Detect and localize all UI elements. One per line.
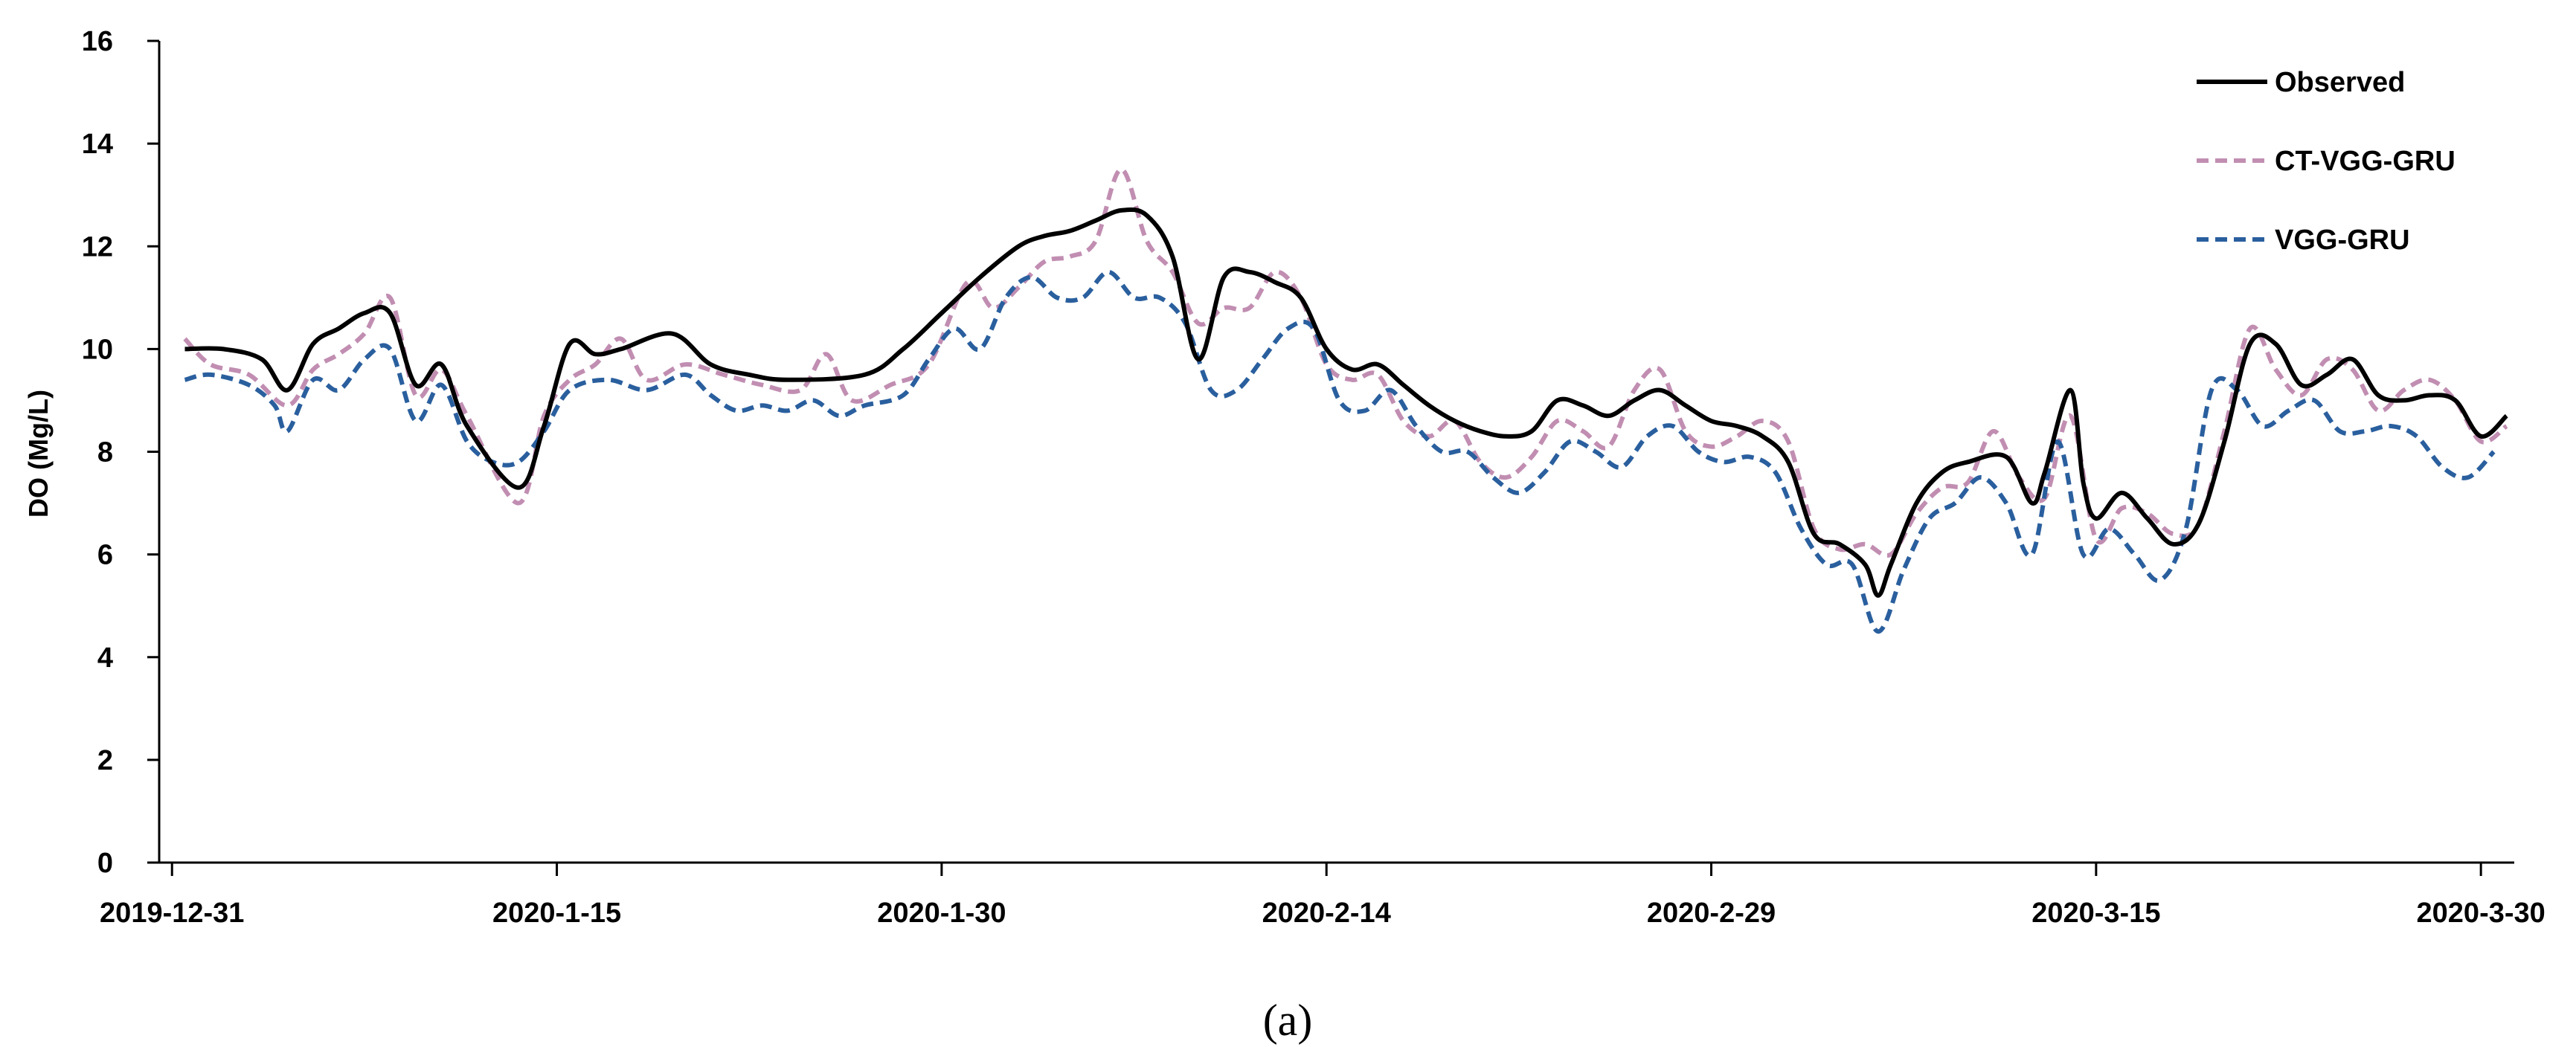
y-tick-label: 8 [97, 437, 113, 468]
y-tick-label: 10 [82, 334, 113, 365]
y-tick-label: 4 [97, 642, 113, 674]
x-tick-label: 2020-2-14 [1262, 898, 1391, 929]
x-tick-label: 2019-12-31 [100, 898, 244, 929]
x-tick-label: 2020-1-15 [492, 898, 621, 929]
legend: Observed CT-VGG-GRU VGG-GRU [2197, 67, 2455, 256]
y-tick-label: 6 [97, 540, 113, 571]
x-tick-label: 2020-1-30 [877, 898, 1006, 929]
series-lines [183, 167, 2508, 634]
x-tick-label: 2020-2-29 [1647, 898, 1776, 929]
x-axis: 2019-12-31 2020-1-15 2020-1-30 2020-2-14 202… [100, 861, 2546, 929]
series-line-observed [184, 207, 2508, 598]
legend-label-vgg-gru: VGG-GRU [2275, 225, 2410, 256]
y-tick-label: 14 [82, 129, 113, 160]
y-tick-label: 2 [97, 745, 113, 776]
series-line-ct-vgg-gru [183, 167, 2508, 558]
x-tick-label: 2020-3-15 [2031, 898, 2160, 929]
legend-label-observed: Observed [2275, 67, 2405, 98]
series-line-vgg-gru [184, 269, 2496, 634]
y-tick-label: 12 [82, 231, 113, 262]
y-axis-title: DO (Mg/L) [23, 390, 54, 518]
y-tick-label: 16 [82, 26, 113, 57]
y-axis: 0 2 4 6 8 10 12 14 16 [82, 26, 161, 879]
legend-label-ct-vgg-gru: CT-VGG-GRU [2275, 146, 2455, 177]
panel-label: (a) [1263, 996, 1313, 1045]
y-tick-label: 0 [97, 848, 113, 879]
x-tick-label: 2020-3-30 [2417, 898, 2546, 929]
